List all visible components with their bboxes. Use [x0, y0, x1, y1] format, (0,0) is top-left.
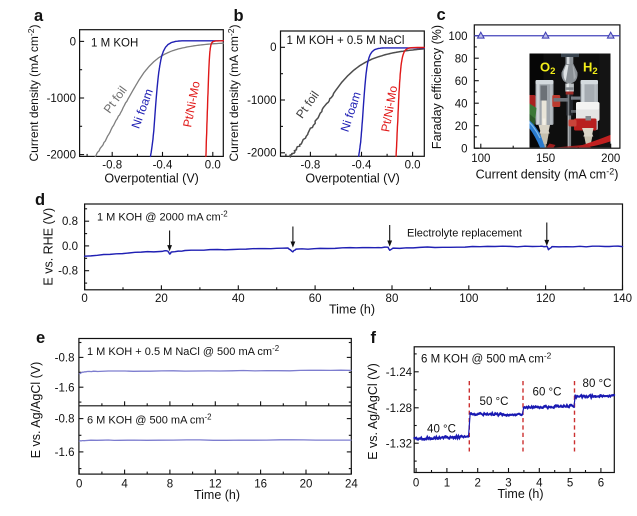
svg-text:0: 0: [270, 42, 276, 54]
svg-text:16: 16: [254, 478, 267, 490]
svg-text:-1000: -1000: [247, 95, 276, 107]
svg-text:Overpotential (V): Overpotential (V): [104, 172, 198, 186]
svg-text:4: 4: [121, 478, 128, 490]
svg-text:-0.8: -0.8: [102, 160, 122, 172]
svg-text:-1.32: -1.32: [386, 438, 412, 450]
svg-text:Time (h): Time (h): [497, 487, 543, 501]
svg-text:140: 140: [613, 293, 632, 305]
svg-text:-0.4: -0.4: [352, 160, 372, 172]
svg-text:Time (h): Time (h): [194, 488, 240, 502]
svg-text:60 °C: 60 °C: [533, 387, 562, 399]
svg-text:80: 80: [455, 53, 468, 65]
svg-text:1 M KOH @ 2000 mA cm-2: 1 M KOH @ 2000 mA cm-2: [97, 209, 228, 223]
svg-text:-0.8: -0.8: [300, 160, 320, 172]
svg-text:Overpotential (V): Overpotential (V): [305, 172, 399, 186]
svg-text:E vs. Ag/AgCl (V): E vs. Ag/AgCl (V): [29, 362, 43, 459]
svg-text:4: 4: [536, 478, 543, 490]
svg-text:0.0: 0.0: [405, 160, 421, 172]
svg-text:E vs. RHE (V): E vs. RHE (V): [42, 208, 56, 286]
svg-text:-1.24: -1.24: [386, 367, 413, 379]
svg-text:0: 0: [70, 36, 76, 48]
svg-text:0: 0: [76, 478, 82, 490]
svg-text:0: 0: [461, 143, 467, 155]
svg-text:60: 60: [309, 293, 322, 305]
svg-text:20: 20: [300, 478, 313, 490]
svg-text:-1000: -1000: [47, 93, 76, 105]
svg-text:80 °C: 80 °C: [583, 378, 612, 390]
svg-text:12: 12: [209, 478, 222, 490]
svg-text:0.8: 0.8: [62, 216, 78, 228]
svg-text:1 M KOH + 0.5 M NaCl @ 500 mA: 1 M KOH + 0.5 M NaCl @ 500 mA cm-2: [87, 344, 279, 358]
svg-text:-0.8: -0.8: [55, 353, 75, 365]
svg-text:40 °C: 40 °C: [427, 423, 456, 435]
svg-text:1: 1: [444, 478, 450, 490]
svg-text:8: 8: [167, 478, 173, 490]
svg-text:50 °C: 50 °C: [480, 396, 509, 408]
svg-text:Current density (mA cm-2): Current density (mA cm-2): [226, 24, 241, 161]
svg-text:-0.4: -0.4: [153, 160, 173, 172]
svg-text:c: c: [437, 6, 446, 24]
svg-text:0.0: 0.0: [62, 241, 78, 253]
svg-text:100: 100: [471, 153, 490, 165]
svg-text:2: 2: [474, 478, 480, 490]
svg-text:f: f: [371, 329, 377, 347]
svg-text:Current density (mA cm-2): Current density (mA cm-2): [476, 166, 619, 181]
svg-text:a: a: [34, 7, 44, 25]
svg-text:d: d: [35, 191, 45, 209]
svg-text:1 M KOH + 0.5 M NaCl: 1 M KOH + 0.5 M NaCl: [287, 35, 405, 47]
svg-text:60: 60: [455, 76, 468, 88]
svg-text:1 M KOH: 1 M KOH: [91, 38, 138, 50]
svg-text:200: 200: [601, 153, 620, 165]
svg-text:20: 20: [155, 293, 168, 305]
svg-text:0: 0: [81, 293, 87, 305]
svg-text:-2000: -2000: [47, 150, 76, 162]
svg-text:6 M KOH @ 500 mA cm-2: 6 M KOH @ 500 mA cm-2: [421, 350, 552, 365]
svg-text:e: e: [36, 329, 45, 347]
svg-text:6 M KOH @ 500 mA cm-2: 6 M KOH @ 500 mA cm-2: [87, 412, 212, 426]
svg-text:Time (h): Time (h): [329, 303, 375, 317]
svg-text:0.0: 0.0: [205, 160, 221, 172]
svg-text:40: 40: [455, 98, 468, 110]
svg-text:100: 100: [459, 293, 478, 305]
svg-text:150: 150: [536, 153, 555, 165]
svg-text:6: 6: [598, 478, 604, 490]
svg-text:120: 120: [536, 293, 555, 305]
svg-text:Current density (mA cm-2): Current density (mA cm-2): [26, 24, 41, 161]
svg-text:-1.6: -1.6: [55, 447, 75, 459]
svg-text:3: 3: [505, 478, 511, 490]
svg-text:-1.28: -1.28: [386, 403, 412, 415]
svg-text:Electrolyte replacement: Electrolyte replacement: [407, 228, 522, 240]
svg-text:Faraday efficiency (%): Faraday efficiency (%): [430, 25, 444, 149]
svg-text:80: 80: [386, 293, 399, 305]
svg-text:E vs. Ag/AgCl (V): E vs. Ag/AgCl (V): [366, 363, 380, 460]
svg-text:-2000: -2000: [247, 148, 276, 160]
svg-text:5: 5: [567, 478, 573, 490]
svg-text:-0.8: -0.8: [55, 414, 75, 426]
svg-text:-0.8: -0.8: [58, 266, 78, 278]
svg-text:-1.6: -1.6: [55, 382, 75, 394]
svg-text:20: 20: [455, 121, 468, 133]
svg-text:24: 24: [345, 478, 358, 490]
svg-text:100: 100: [448, 31, 467, 43]
svg-text:40: 40: [232, 293, 245, 305]
svg-text:0: 0: [413, 478, 419, 490]
svg-text:b: b: [234, 7, 244, 25]
